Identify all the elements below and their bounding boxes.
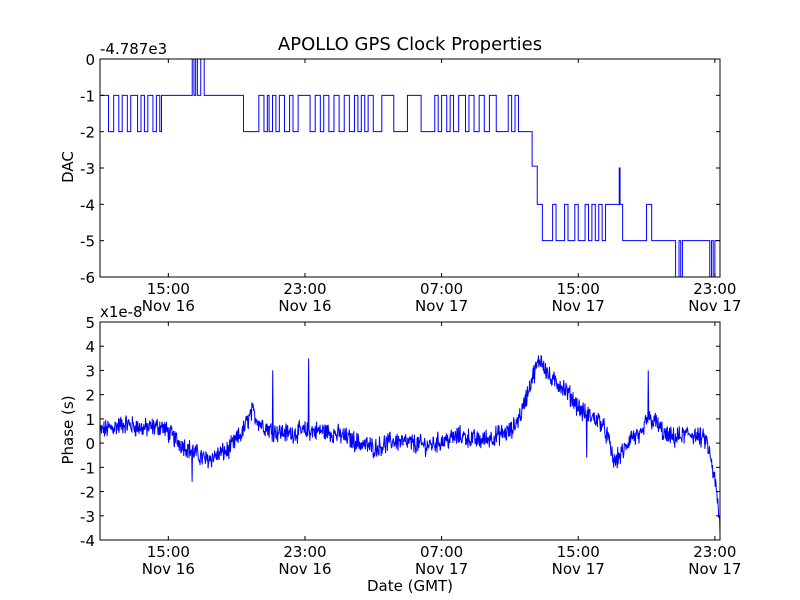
plot-frame [99,321,721,541]
x-tick-time-label: 23:00 [283,280,326,298]
series-line-phase [100,355,720,533]
y-tick-label: -3 [80,508,95,526]
x-tick-date-label: Nov 16 [142,297,195,315]
x-tick-time-label: 23:00 [283,543,326,561]
x-tick-date-label: Nov 16 [142,560,195,578]
dac-y-axis-label: DAC [59,151,77,183]
x-tick-time-label: 15:00 [557,543,600,561]
y-tick-label: -5 [80,233,95,251]
y-tick-label: 1 [85,411,95,429]
chart-title: APOLLO GPS Clock Properties [278,34,542,55]
x-tick-time-label: 23:00 [693,543,736,561]
y-tick-label: 5 [85,314,95,332]
phase-y-axis-label: Phase (s) [59,395,77,464]
y-tick-label: -3 [80,160,95,178]
x-tick-time-label: 15:00 [147,280,190,298]
y-tick-label: 0 [85,51,95,69]
y-tick-label: -4 [80,196,95,214]
x-axis-label: Date (GMT) [367,577,453,595]
x-tick-date-label: Nov 17 [688,560,741,578]
y-tick-label: 0 [85,435,95,453]
x-tick-time-label: 15:00 [557,280,600,298]
x-tick-date-label: Nov 17 [552,560,605,578]
y-tick-label: 2 [85,387,95,405]
x-tick-date-label: Nov 17 [688,297,741,315]
x-tick-time-label: 07:00 [420,543,463,561]
x-tick-date-label: Nov 17 [552,297,605,315]
series-line-dac [100,59,720,277]
y-tick-label: -6 [80,269,95,287]
y-tick-label: 4 [85,338,95,356]
x-tick-time-label: 15:00 [147,543,190,561]
y-tick-label: -2 [80,124,95,142]
x-tick-date-label: Nov 17 [415,297,468,315]
dac-offset-label: -4.787e3 [100,40,167,58]
y-tick-label: -1 [80,87,95,105]
x-tick-date-label: Nov 16 [278,560,331,578]
y-tick-label: -4 [80,532,95,550]
y-tick-label: -2 [80,484,95,502]
x-tick-time-label: 07:00 [420,280,463,298]
y-tick-label: 3 [85,362,95,380]
x-tick-time-label: 23:00 [693,280,736,298]
y-tick-label: -1 [80,459,95,477]
phase-offset-label: x1e-8 [100,303,143,321]
x-tick-date-label: Nov 17 [415,560,468,578]
x-tick-date-label: Nov 16 [278,297,331,315]
